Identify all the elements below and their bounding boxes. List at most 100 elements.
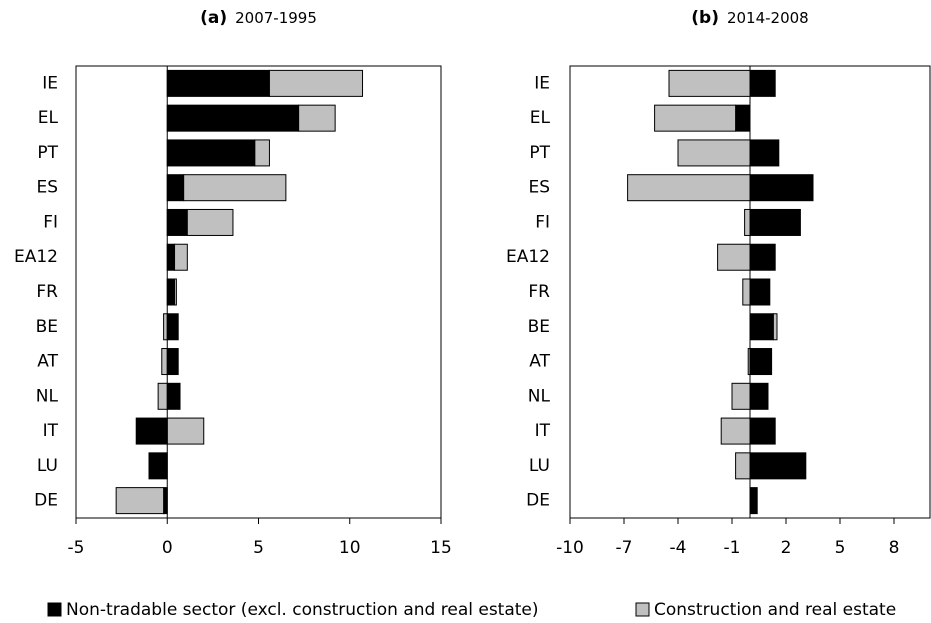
- legend: Non-tradable sector (excl. construction …: [47, 600, 896, 620]
- y-tick-label: ES: [36, 178, 58, 198]
- bar: [677, 139, 751, 167]
- bar: [254, 139, 270, 167]
- bar: [174, 278, 177, 306]
- legend-swatch: [47, 602, 62, 617]
- x-tick-label: -5: [68, 538, 85, 558]
- bar: [298, 104, 336, 132]
- y-tick-label: DE: [526, 491, 550, 511]
- bar: [735, 104, 751, 132]
- bar: [183, 174, 287, 202]
- bar: [749, 417, 776, 445]
- legend-swatch: [635, 602, 650, 617]
- y-tick-label: DE: [34, 491, 58, 511]
- x-tick-label: 15: [430, 538, 452, 558]
- y-tick-label: EL: [530, 108, 551, 128]
- y-tick-label: AT: [529, 352, 550, 372]
- x-tick-label: -10: [556, 538, 584, 558]
- bar: [744, 208, 751, 236]
- x-tick-label: 0: [162, 538, 173, 558]
- bar: [161, 348, 168, 376]
- y-tick-label: IT: [535, 421, 551, 441]
- y-tick-label: LU: [529, 456, 550, 476]
- bar: [166, 243, 176, 271]
- bar: [731, 382, 751, 410]
- panel-label: (b): [691, 8, 719, 28]
- y-tick-label: EA12: [14, 247, 58, 267]
- y-tick-label: AT: [37, 352, 58, 372]
- y-tick-label: FI: [535, 212, 550, 232]
- x-tick-label: 8: [889, 538, 900, 558]
- y-tick-label: EL: [38, 108, 59, 128]
- bar: [749, 243, 776, 271]
- y-tick-label: FR: [528, 282, 550, 302]
- bar: [654, 104, 737, 132]
- y-tick-label: PT: [529, 143, 550, 163]
- bar: [772, 313, 778, 341]
- y-tick-label: EA12: [506, 247, 550, 267]
- bar: [157, 382, 168, 410]
- bar: [749, 208, 801, 236]
- y-tick-label: ES: [528, 178, 550, 198]
- bar: [749, 69, 776, 97]
- bar: [166, 313, 179, 341]
- chart-panel: (b) 2014-2008 -10 -7 -4 -1 2 5 8 IE EL PT ES FI EA12 FR…: [506, 8, 931, 558]
- bar: [720, 417, 751, 445]
- bar: [115, 487, 165, 515]
- bar: [166, 278, 176, 306]
- bar: [163, 313, 168, 341]
- y-tick-label: NL: [528, 386, 551, 406]
- bar: [163, 487, 168, 515]
- bar: [668, 69, 751, 97]
- bar: [749, 487, 758, 515]
- legend-label: Construction and real estate: [654, 600, 896, 620]
- bar: [174, 243, 188, 271]
- bar: [166, 69, 270, 97]
- y-tick-label: BE: [36, 317, 58, 337]
- x-tick-label: 10: [339, 538, 361, 558]
- title-text: 2014-2008: [727, 9, 809, 27]
- x-tick-label: 5: [835, 538, 846, 558]
- bar: [166, 104, 300, 132]
- title-text: 2007-1995: [235, 9, 317, 27]
- chart-title: (b) 2014-2008: [691, 8, 808, 28]
- y-tick-label: NL: [36, 386, 59, 406]
- bar: [749, 452, 807, 480]
- x-tick-label: -1: [724, 538, 741, 558]
- y-tick-label: PT: [37, 143, 58, 163]
- bar: [627, 174, 751, 202]
- bar: [166, 208, 188, 236]
- chart-title: (a) 2007-1995: [200, 8, 317, 28]
- legend-label: Non-tradable sector (excl. construction …: [66, 600, 539, 620]
- y-tick-label: FR: [36, 282, 58, 302]
- bar: [749, 174, 814, 202]
- bar: [749, 278, 771, 306]
- plot-frame: [75, 65, 442, 519]
- bar: [749, 382, 769, 410]
- y-tick-label: IE: [42, 73, 58, 93]
- chart-panel: (a) 2007-1995 -5 0 5 10 15 IE EL PT ES FI EA12 FR BE AT…: [14, 8, 452, 558]
- bar: [268, 69, 364, 97]
- y-tick-label: BE: [528, 317, 550, 337]
- x-tick-label: 2: [781, 538, 792, 558]
- x-tick-label: -7: [616, 538, 633, 558]
- bar: [749, 348, 773, 376]
- bar: [742, 278, 751, 306]
- bar: [166, 382, 181, 410]
- bar: [166, 174, 185, 202]
- bar: [166, 348, 179, 376]
- y-tick-label: IE: [534, 73, 550, 93]
- panel-label: (a): [200, 8, 227, 28]
- bar: [166, 139, 256, 167]
- bar: [749, 313, 774, 341]
- y-tick-label: LU: [37, 456, 58, 476]
- bar: [166, 417, 205, 445]
- x-tick-label: -4: [670, 538, 687, 558]
- y-tick-label: IT: [43, 421, 59, 441]
- bar: [717, 243, 751, 271]
- bar: [148, 452, 168, 480]
- x-tick-label: 5: [253, 538, 264, 558]
- bar: [735, 452, 751, 480]
- y-tick-label: FI: [43, 212, 58, 232]
- bar: [135, 417, 168, 445]
